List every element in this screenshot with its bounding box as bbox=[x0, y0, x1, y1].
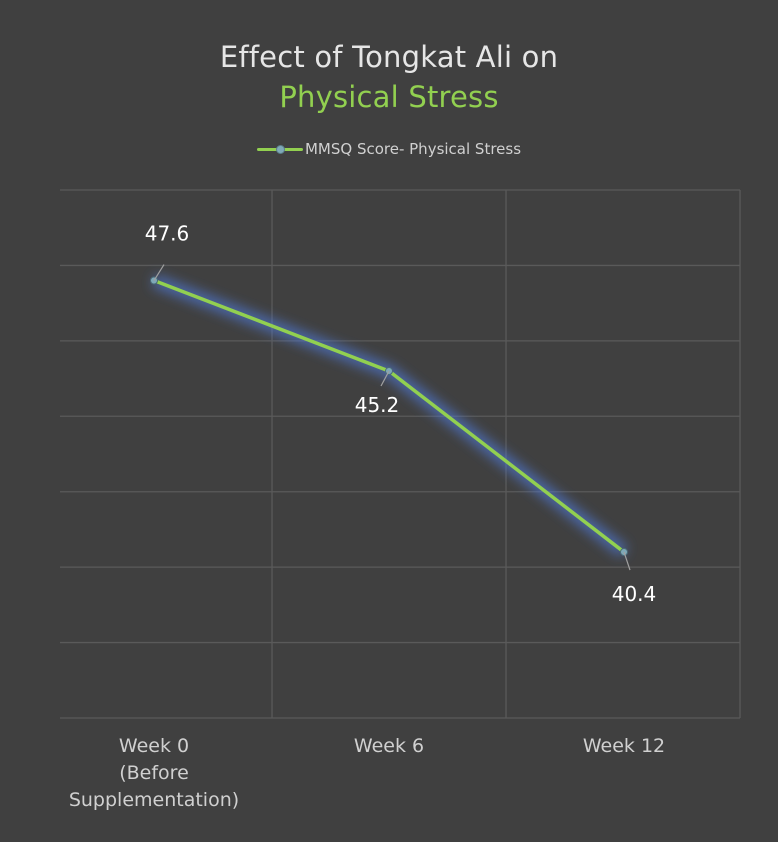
x-tick-label: Week 12 bbox=[582, 735, 666, 757]
data-label-leader bbox=[153, 264, 165, 281]
data-label: 40.4 bbox=[612, 582, 657, 606]
data-label-leader bbox=[623, 551, 631, 571]
gridlines bbox=[60, 189, 741, 719]
data-label: 47.6 bbox=[145, 222, 190, 246]
legend-label: MMSQ Score- Physical Stress bbox=[304, 140, 522, 158]
legend: MMSQ Score- Physical Stress bbox=[0, 140, 778, 158]
chart-title: Effect of Tongkat Ali on bbox=[219, 40, 559, 74]
x-tick-label: Week 0 (Before Supplementation) bbox=[68, 735, 240, 811]
x-tick-label: Week 6 bbox=[353, 735, 425, 757]
chart-subtitle: Physical Stress bbox=[279, 80, 499, 114]
data-labels: 47.6 45.2 40.4 bbox=[145, 222, 657, 607]
legend-line-icon bbox=[256, 143, 303, 155]
data-label: 45.2 bbox=[355, 393, 400, 417]
data-label-leader bbox=[380, 370, 390, 387]
